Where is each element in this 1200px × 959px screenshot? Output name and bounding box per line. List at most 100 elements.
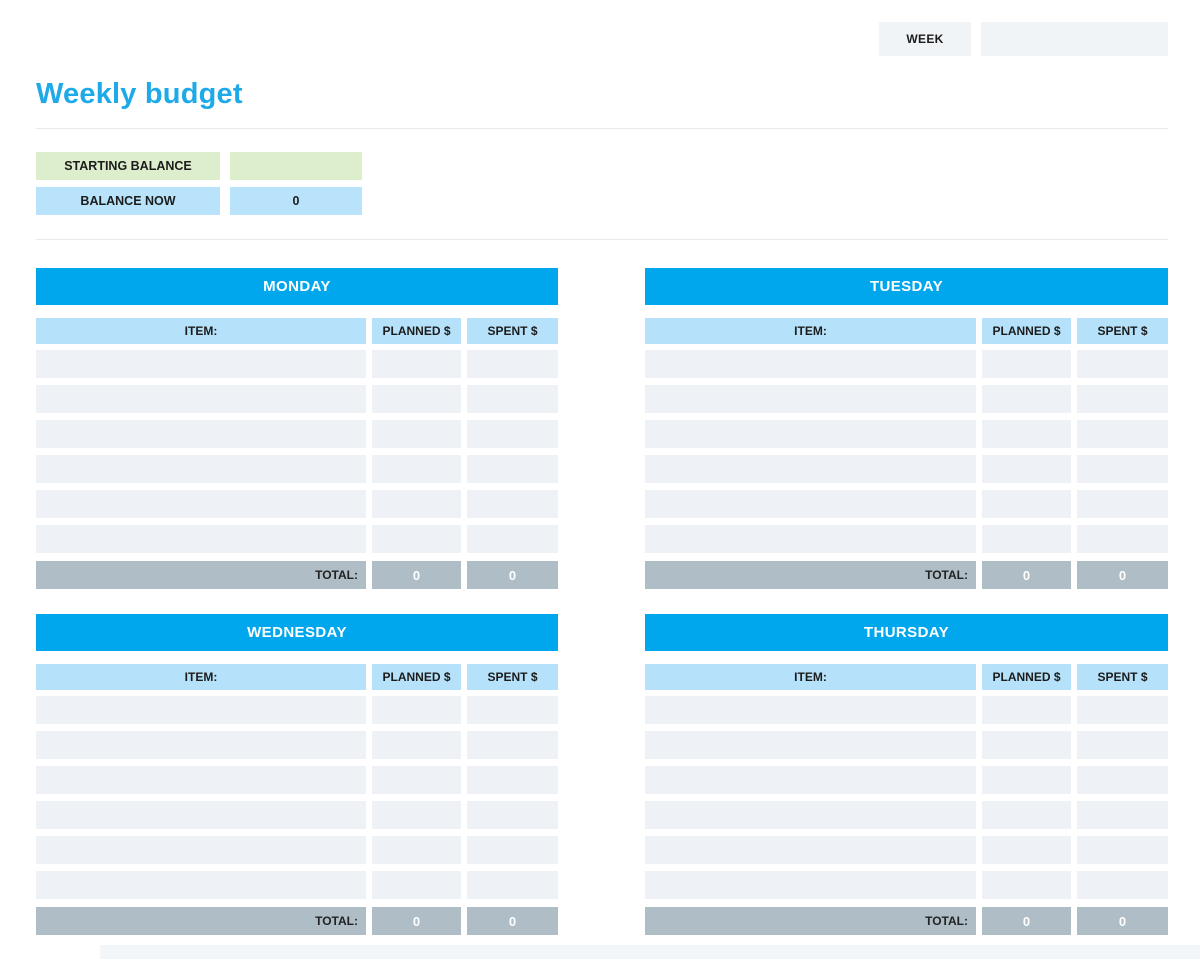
planned-cell[interactable] xyxy=(372,696,461,724)
spent-cell[interactable] xyxy=(1077,455,1168,483)
planned-cell[interactable] xyxy=(372,455,461,483)
spent-cell[interactable] xyxy=(467,385,558,413)
day-header: MONDAY xyxy=(36,268,558,305)
page-title: Weekly budget xyxy=(36,78,243,110)
starting-balance-input[interactable] xyxy=(230,152,362,180)
spent-cell[interactable] xyxy=(1077,696,1168,724)
item-cell[interactable] xyxy=(645,350,976,378)
week-value-input[interactable] xyxy=(981,22,1168,56)
item-cell[interactable] xyxy=(645,525,976,553)
item-cell[interactable] xyxy=(645,836,976,864)
spent-cell[interactable] xyxy=(1077,836,1168,864)
entry-rows xyxy=(36,350,558,553)
planned-cell[interactable] xyxy=(982,766,1071,794)
total-planned-value: 0 xyxy=(982,907,1071,935)
item-cell[interactable] xyxy=(36,420,366,448)
spent-cell[interactable] xyxy=(467,871,558,899)
item-cell[interactable] xyxy=(36,801,366,829)
item-cell[interactable] xyxy=(36,490,366,518)
planned-cell[interactable] xyxy=(982,490,1071,518)
planned-cell[interactable] xyxy=(372,836,461,864)
spent-cell[interactable] xyxy=(1077,385,1168,413)
item-cell[interactable] xyxy=(645,766,976,794)
balance-now-label: BALANCE NOW xyxy=(36,187,220,215)
spent-cell[interactable] xyxy=(1077,350,1168,378)
item-cell[interactable] xyxy=(645,490,976,518)
planned-cell[interactable] xyxy=(982,385,1071,413)
total-planned-value: 0 xyxy=(372,907,461,935)
divider xyxy=(36,239,1168,240)
spent-cell[interactable] xyxy=(1077,420,1168,448)
item-cell[interactable] xyxy=(645,801,976,829)
planned-cell[interactable] xyxy=(982,731,1071,759)
item-cell[interactable] xyxy=(645,731,976,759)
spent-cell[interactable] xyxy=(467,420,558,448)
item-cell[interactable] xyxy=(36,836,366,864)
planned-cell[interactable] xyxy=(372,801,461,829)
planned-cell[interactable] xyxy=(372,490,461,518)
item-cell[interactable] xyxy=(645,871,976,899)
spent-cell[interactable] xyxy=(467,801,558,829)
column-header-row: ITEM: PLANNED $ SPENT $ xyxy=(36,664,558,690)
day-table-monday: MONDAY ITEM: PLANNED $ SPENT $ TOTAL: 0 … xyxy=(36,268,558,589)
spent-cell[interactable] xyxy=(467,350,558,378)
planned-cell[interactable] xyxy=(372,871,461,899)
total-planned-value: 0 xyxy=(982,561,1071,589)
total-row: TOTAL: 0 0 xyxy=(36,907,558,935)
planned-column-header: PLANNED $ xyxy=(372,664,461,690)
spent-cell[interactable] xyxy=(1077,731,1168,759)
item-cell[interactable] xyxy=(645,385,976,413)
day-header: TUESDAY xyxy=(645,268,1168,305)
day-table-tuesday: TUESDAY ITEM: PLANNED $ SPENT $ TOTAL: 0… xyxy=(645,268,1168,589)
entry-rows xyxy=(645,350,1168,553)
divider xyxy=(36,128,1168,129)
planned-cell[interactable] xyxy=(982,420,1071,448)
item-cell[interactable] xyxy=(36,525,366,553)
spent-cell[interactable] xyxy=(467,766,558,794)
planned-cell[interactable] xyxy=(982,525,1071,553)
spent-cell[interactable] xyxy=(467,696,558,724)
bottom-scroll-strip xyxy=(100,945,1200,959)
item-cell[interactable] xyxy=(36,385,366,413)
spent-cell[interactable] xyxy=(1077,871,1168,899)
planned-cell[interactable] xyxy=(982,801,1071,829)
item-cell[interactable] xyxy=(645,420,976,448)
spent-cell[interactable] xyxy=(1077,490,1168,518)
item-cell[interactable] xyxy=(645,696,976,724)
total-row: TOTAL: 0 0 xyxy=(36,561,558,589)
week-bar: WEEK xyxy=(879,22,1168,56)
planned-cell[interactable] xyxy=(982,696,1071,724)
spent-cell[interactable] xyxy=(1077,801,1168,829)
planned-column-header: PLANNED $ xyxy=(982,664,1071,690)
spent-cell[interactable] xyxy=(467,525,558,553)
balance-section: STARTING BALANCE BALANCE NOW 0 xyxy=(36,152,362,215)
planned-cell[interactable] xyxy=(982,871,1071,899)
item-cell[interactable] xyxy=(36,871,366,899)
planned-cell[interactable] xyxy=(372,385,461,413)
item-cell[interactable] xyxy=(36,350,366,378)
planned-cell[interactable] xyxy=(982,350,1071,378)
total-spent-value: 0 xyxy=(1077,561,1168,589)
planned-cell[interactable] xyxy=(982,455,1071,483)
item-cell[interactable] xyxy=(36,731,366,759)
total-row: TOTAL: 0 0 xyxy=(645,907,1168,935)
planned-cell[interactable] xyxy=(372,731,461,759)
day-header: WEDNESDAY xyxy=(36,614,558,651)
spent-cell[interactable] xyxy=(1077,766,1168,794)
planned-cell[interactable] xyxy=(372,420,461,448)
planned-cell[interactable] xyxy=(372,525,461,553)
planned-cell[interactable] xyxy=(982,836,1071,864)
spent-cell[interactable] xyxy=(467,836,558,864)
spent-cell[interactable] xyxy=(467,455,558,483)
item-column-header: ITEM: xyxy=(36,318,366,344)
spent-cell[interactable] xyxy=(467,490,558,518)
planned-cell[interactable] xyxy=(372,350,461,378)
item-cell[interactable] xyxy=(645,455,976,483)
spent-cell[interactable] xyxy=(467,731,558,759)
planned-cell[interactable] xyxy=(372,766,461,794)
item-cell[interactable] xyxy=(36,766,366,794)
item-cell[interactable] xyxy=(36,455,366,483)
item-cell[interactable] xyxy=(36,696,366,724)
total-label: TOTAL: xyxy=(645,907,976,935)
spent-cell[interactable] xyxy=(1077,525,1168,553)
